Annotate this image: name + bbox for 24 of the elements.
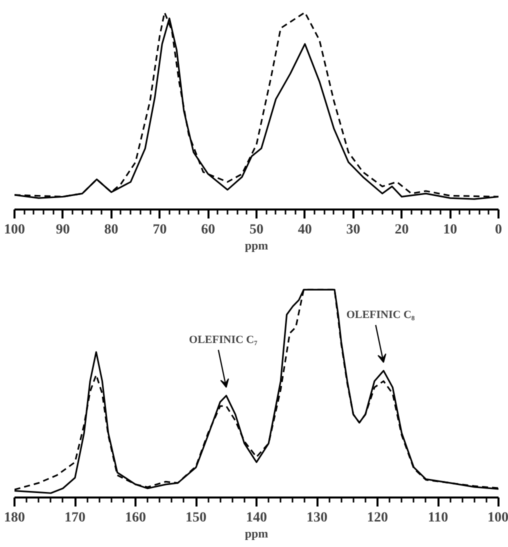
x-tick-label: 50 [250,222,264,238]
x-tick-label: 100 [4,222,25,238]
x-tick-label: 120 [367,510,388,526]
x-tick-label: 60 [201,222,216,238]
x-tick-label: 140 [246,510,267,526]
x-tick-label: 40 [298,222,312,238]
x-tick-label: 0 [495,222,502,238]
x-axis-title: ppm [244,526,268,540]
x-tick-label: 110 [428,510,448,526]
annotation: OLEFINIC C₈ [346,308,416,321]
x-tick-label: 150 [186,510,206,526]
x-axis-title: ppm [244,238,268,252]
x-tick-label: 160 [125,510,146,526]
x-tick-label: 30 [346,222,360,238]
x-tick-label: 70 [152,222,167,238]
annotation: OLEFINIC C₇ [189,334,258,346]
x-tick-label: 10 [443,222,458,238]
x-tick-label: 90 [56,222,70,238]
x-tick-label: 130 [306,510,328,526]
x-tick-label: 80 [104,222,118,238]
x-tick-label: 180 [4,510,25,526]
x-tick-label: 20 [394,222,409,238]
x-tick-label: 100 [488,510,508,526]
x-tick-label: 170 [64,510,86,526]
